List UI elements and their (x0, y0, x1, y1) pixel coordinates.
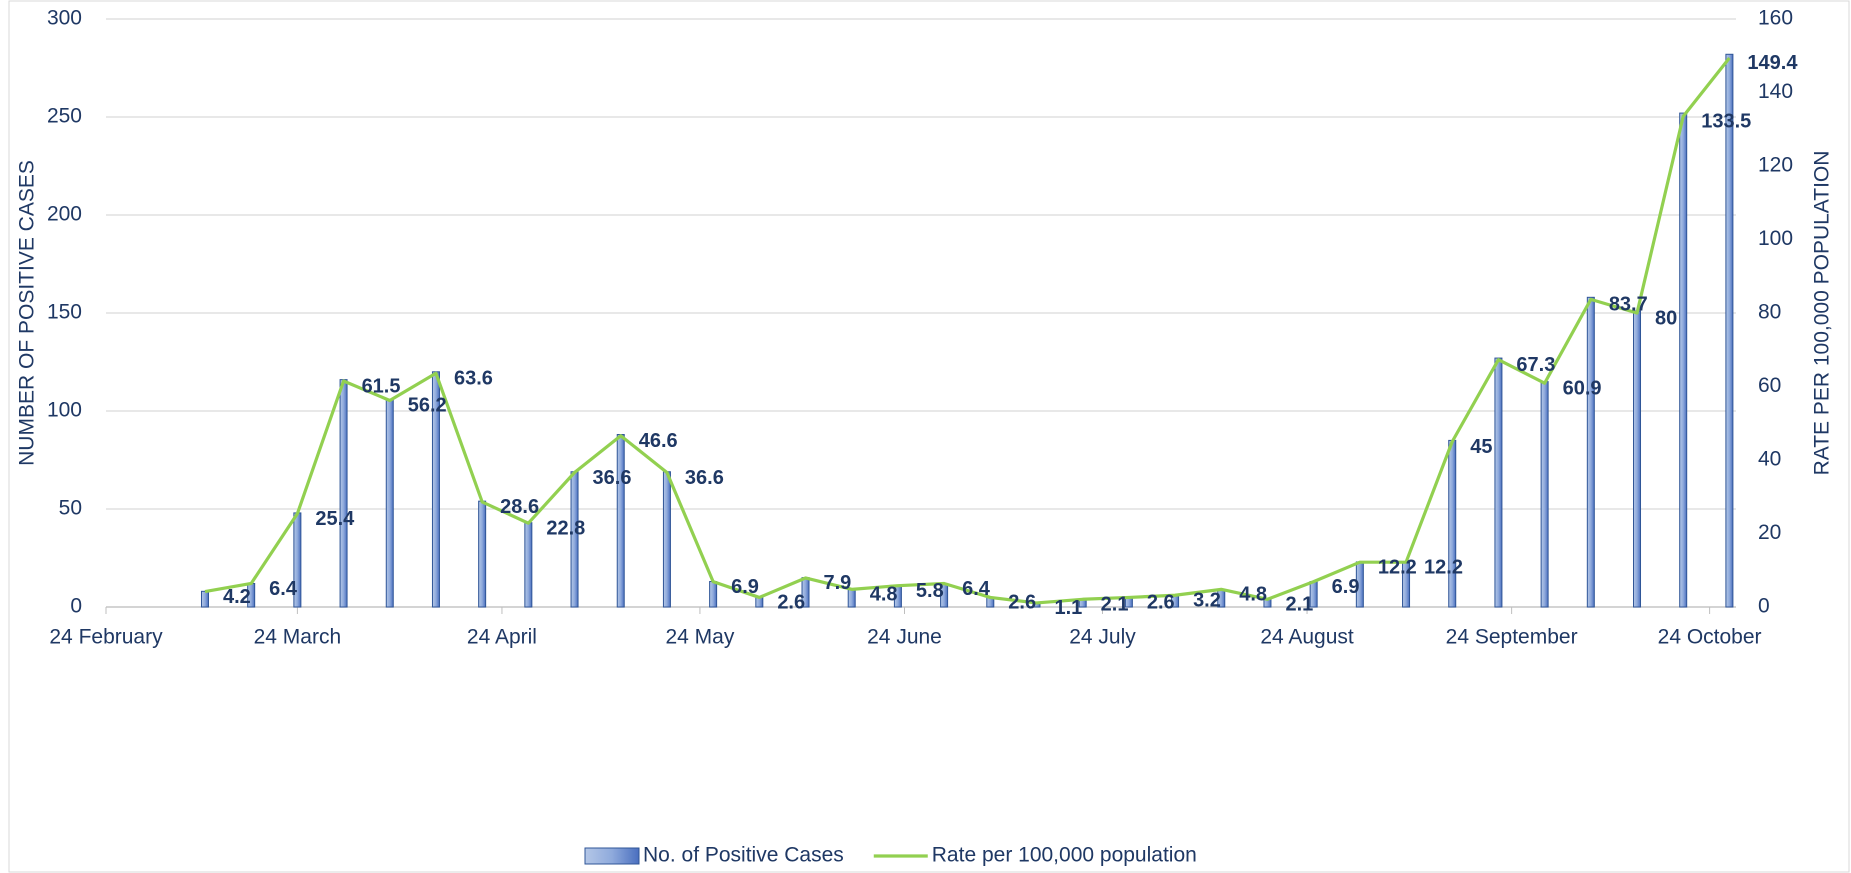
x-tick-label: 24 February (49, 626, 163, 649)
data-label: 46.6 (639, 430, 678, 452)
y2-tick-label: 40 (1758, 448, 1781, 471)
x-tick-label: 24 April (467, 626, 537, 649)
data-label: 22.8 (546, 517, 585, 539)
y-tick-label: 250 (47, 105, 82, 128)
data-label: 6.4 (962, 578, 991, 600)
legend-swatch (584, 847, 640, 865)
data-label: 7.9 (824, 572, 852, 594)
data-label: 28.6 (500, 496, 539, 518)
bar (1448, 439, 1457, 608)
x-tick-label: 24 September (1446, 626, 1578, 649)
data-label: 2.6 (777, 592, 805, 614)
data-label: 4.8 (1239, 584, 1267, 606)
data-label: 6.4 (269, 578, 298, 600)
x-tick-label: 24 October (1658, 626, 1762, 649)
y2-tick-label: 0 (1758, 595, 1770, 618)
data-label: 36.6 (593, 467, 632, 489)
y-tick-label: 50 (59, 497, 82, 520)
y2-tick-label: 140 (1758, 80, 1793, 103)
bar (1540, 381, 1549, 608)
data-label: 2.1 (1285, 594, 1313, 616)
data-label: 5.8 (916, 580, 944, 602)
y-tick-label: 100 (47, 399, 82, 422)
data-label: 12.2 (1424, 556, 1463, 578)
data-label: 67.3 (1516, 354, 1555, 376)
y-axis-title: NUMBER OF POSITIVE CASES (16, 160, 39, 466)
data-label: 6.9 (731, 576, 759, 598)
y-tick-label: 200 (47, 203, 82, 226)
data-label: 45 (1470, 436, 1492, 458)
x-tick-label: 24 May (665, 626, 734, 649)
bar (339, 379, 348, 608)
data-label: 2.6 (1147, 592, 1175, 614)
y2-tick-label: 100 (1758, 227, 1793, 250)
x-tick-label: 24 July (1069, 626, 1136, 649)
data-label: 60.9 (1563, 377, 1602, 399)
bar (1679, 112, 1688, 608)
data-label: 2.1 (1101, 594, 1129, 616)
y2-tick-label: 60 (1758, 374, 1781, 397)
y2-tick-label: 120 (1758, 154, 1793, 177)
y2-axis-title: RATE PER 100,000 POPULATION (1811, 151, 1834, 476)
bar (385, 398, 394, 608)
data-label: 25.4 (315, 508, 355, 530)
data-label: 63.6 (454, 368, 493, 390)
bar (616, 434, 625, 608)
data-label: 61.5 (362, 375, 401, 397)
data-label: 133.5 (1701, 111, 1751, 133)
bar (662, 471, 671, 608)
x-tick-label: 24 June (867, 626, 942, 649)
y2-tick-label: 20 (1758, 521, 1781, 544)
legend-label: Rate per 100,000 population (932, 844, 1197, 867)
data-label: 3.2 (1193, 590, 1221, 612)
y2-tick-label: 80 (1758, 301, 1781, 324)
data-label: 6.9 (1332, 576, 1360, 598)
bar (1494, 357, 1503, 608)
line (204, 56, 1731, 605)
bar (478, 500, 487, 608)
data-label: 36.6 (685, 467, 724, 489)
data-label: 80 (1655, 307, 1677, 329)
bar (1633, 310, 1642, 608)
data-label: 1.1 (1054, 597, 1082, 619)
y-tick-label: 300 (47, 7, 82, 30)
x-tick-label: 24 August (1260, 626, 1354, 649)
legend-label: No. of Positive Cases (643, 844, 844, 867)
data-label: 4.8 (870, 584, 898, 606)
data-label: 12.2 (1378, 556, 1417, 578)
y2-tick-label: 160 (1758, 7, 1793, 30)
bar (524, 522, 533, 608)
chart-frame (8, 0, 1850, 873)
data-label: 83.7 (1609, 294, 1648, 316)
bar (1586, 296, 1595, 608)
data-label: 4.2 (223, 586, 251, 608)
bar (709, 581, 718, 608)
bar (200, 590, 209, 608)
y-tick-label: 150 (47, 301, 82, 324)
data-label: 56.2 (408, 395, 447, 417)
bar (1725, 53, 1734, 608)
x-tick-label: 24 March (254, 626, 342, 649)
data-label: 149.4 (1747, 52, 1798, 74)
y-tick-label: 0 (70, 595, 82, 618)
data-label: 2.6 (1008, 592, 1036, 614)
